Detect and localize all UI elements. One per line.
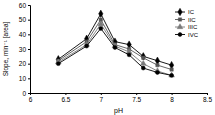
x-tick: 6 <box>29 93 33 103</box>
y-tick-label: 10 <box>19 75 27 82</box>
x-axis-title: pH <box>114 107 123 115</box>
plot-area <box>55 10 174 77</box>
y-tick: 0 <box>22 90 30 97</box>
y-tick-mark <box>28 20 30 21</box>
x-tick-label: 6 <box>29 96 33 103</box>
y-tick: 30 <box>19 46 30 53</box>
series-line <box>58 20 171 70</box>
series-marker <box>56 62 60 66</box>
y-tick-label: 40 <box>19 31 27 38</box>
y-tick-label: 20 <box>19 60 27 67</box>
x-tick: 8 <box>170 93 174 103</box>
y-axis: 0 10 20 30 40 50 60 <box>19 2 31 97</box>
series-marker <box>140 60 146 65</box>
series-marker <box>170 68 173 71</box>
y-tick-mark <box>28 49 30 50</box>
chart: 6 6.5 7 7.5 8 8.5 0 10 20 30 40 50 60 pH Slope, min⁻¹ … <box>0 0 215 115</box>
legend-marker <box>178 33 182 37</box>
x-tick: 7 <box>99 93 103 103</box>
y-tick-mark <box>28 64 30 65</box>
x-tick-label: 8.5 <box>203 96 212 103</box>
x-axis-line <box>31 94 208 96</box>
x-tick: 8.5 <box>203 93 212 103</box>
y-tick-mark <box>28 5 30 6</box>
legend-label: IIC <box>188 17 196 23</box>
series-marker <box>169 72 175 77</box>
y-tick-label: 0 <box>22 90 26 97</box>
x-tick: 6.5 <box>61 93 70 103</box>
x-tick-label: 7 <box>99 96 103 103</box>
series-marker <box>141 53 145 60</box>
y-tick: 50 <box>19 16 30 23</box>
series-marker <box>127 53 131 57</box>
series-marker <box>99 27 103 31</box>
series-marker <box>99 10 103 17</box>
legend-marker <box>177 24 183 29</box>
legend-marker <box>178 18 181 21</box>
x-tick-label: 6.5 <box>61 96 70 103</box>
y-axis-line <box>28 6 31 94</box>
x-tick-label: 8 <box>170 96 174 103</box>
series-line <box>58 28 171 75</box>
y-tick: 40 <box>19 31 30 38</box>
y-tick-label: 60 <box>19 2 27 9</box>
series-marker <box>98 21 104 26</box>
series-marker <box>156 63 159 66</box>
legend-label: IC <box>188 9 195 15</box>
y-tick-label: 30 <box>19 46 27 53</box>
y-tick-mark <box>28 34 30 35</box>
x-tick-label: 7.5 <box>132 96 141 103</box>
series-line <box>58 24 171 75</box>
series-marker <box>155 71 159 75</box>
x-tick: 7.5 <box>132 93 141 103</box>
x-axis: 6 6.5 7 7.5 8 8.5 <box>29 93 213 103</box>
series-marker <box>170 73 174 77</box>
y-tick-label: 50 <box>19 16 27 23</box>
series-line <box>58 14 171 65</box>
series-marker <box>113 46 117 50</box>
series-marker <box>85 44 89 48</box>
y-tick: 10 <box>19 75 30 82</box>
legend-label: IIIC <box>188 24 198 30</box>
y-tick: 60 <box>19 2 30 9</box>
legend-label: IVC <box>188 32 199 38</box>
legend: IC IICIIIC IVC <box>175 8 199 37</box>
y-axis-title: Slope, min⁻¹ [area] <box>2 21 10 76</box>
series-marker <box>141 66 145 70</box>
legend-marker <box>178 8 182 15</box>
y-tick: 20 <box>19 60 30 67</box>
y-tick-mark <box>28 93 30 94</box>
series-marker <box>142 56 145 59</box>
y-tick-mark <box>28 78 30 79</box>
